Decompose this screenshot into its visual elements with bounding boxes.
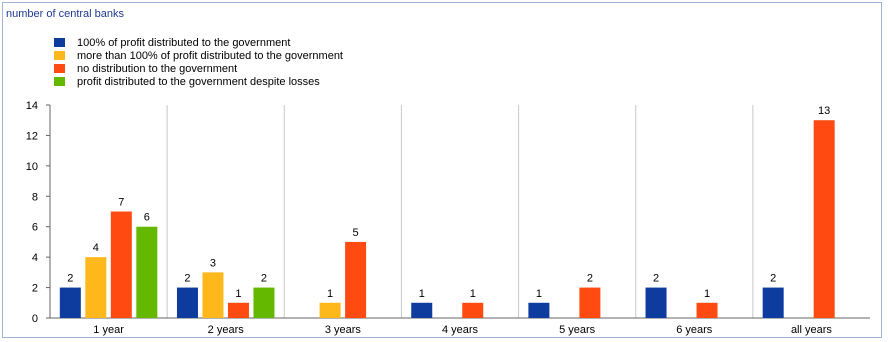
- legend-item: more than 100% of profit distributed to …: [54, 49, 343, 62]
- x-tick-label: 3 years: [325, 324, 362, 336]
- legend-label: 100% of profit distributed to the govern…: [77, 36, 291, 49]
- y-tick-label: 4: [32, 252, 38, 264]
- data-label: 2: [67, 273, 73, 285]
- legend-label: more than 100% of profit distributed to …: [77, 49, 343, 62]
- data-label: 2: [587, 273, 593, 285]
- bar: [319, 302, 341, 318]
- data-label: 2: [770, 273, 776, 285]
- legend-swatch: [54, 51, 65, 60]
- bar: [227, 302, 249, 318]
- bar: [762, 287, 784, 318]
- y-tick-label: 0: [32, 313, 38, 325]
- bar: [696, 302, 718, 318]
- x-tick-label: 6 years: [676, 324, 713, 336]
- bar: [85, 257, 107, 318]
- bar: [411, 302, 433, 318]
- y-tick-label: 12: [26, 130, 38, 142]
- data-label: 1: [327, 288, 333, 300]
- bar: [813, 120, 835, 318]
- data-label: 1: [536, 288, 542, 300]
- data-label: 1: [419, 288, 425, 300]
- bar: [253, 287, 275, 318]
- bar: [59, 287, 81, 318]
- x-tick-label: all years: [791, 324, 832, 336]
- bar: [110, 211, 132, 318]
- data-label: 1: [235, 288, 241, 300]
- data-label: 4: [93, 242, 99, 254]
- bar: [345, 241, 367, 318]
- legend-item: 100% of profit distributed to the govern…: [54, 36, 343, 49]
- legend-label: profit distributed to the government des…: [77, 75, 320, 88]
- data-label: 13: [818, 105, 830, 117]
- y-axis-title: number of central banks: [6, 8, 125, 20]
- bar: [645, 287, 667, 318]
- data-label: 2: [261, 273, 267, 285]
- x-tick-label: 4 years: [442, 324, 479, 336]
- bar: [528, 302, 550, 318]
- legend-item: no distribution to the government: [54, 62, 343, 75]
- bar: [202, 272, 224, 318]
- data-label: 1: [470, 288, 476, 300]
- data-label: 1: [704, 288, 710, 300]
- bar: [579, 287, 601, 318]
- y-tick-label: 6: [32, 222, 38, 234]
- y-tick-label: 14: [26, 100, 38, 112]
- legend-swatch: [54, 38, 65, 47]
- bar: [176, 287, 198, 318]
- y-tick-label: 2: [32, 283, 38, 295]
- data-label: 5: [353, 227, 359, 239]
- legend-item: profit distributed to the government des…: [54, 75, 343, 88]
- x-tick-label: 5 years: [559, 324, 596, 336]
- x-tick-label: 2 years: [208, 324, 245, 336]
- y-tick-label: 10: [26, 161, 38, 173]
- data-label: 2: [653, 273, 659, 285]
- x-tick-label: 1 year: [93, 324, 124, 336]
- legend-swatch: [54, 64, 65, 73]
- data-label: 2: [184, 273, 190, 285]
- data-label: 7: [118, 197, 124, 209]
- legend-label: no distribution to the government: [77, 62, 238, 75]
- data-label: 3: [210, 257, 216, 269]
- y-tick-label: 8: [32, 191, 38, 203]
- chart-frame: [2, 2, 882, 338]
- bar: [136, 226, 158, 318]
- bar: [462, 302, 484, 318]
- legend: 100% of profit distributed to the govern…: [54, 36, 343, 88]
- data-label: 6: [144, 212, 150, 224]
- legend-swatch: [54, 77, 65, 86]
